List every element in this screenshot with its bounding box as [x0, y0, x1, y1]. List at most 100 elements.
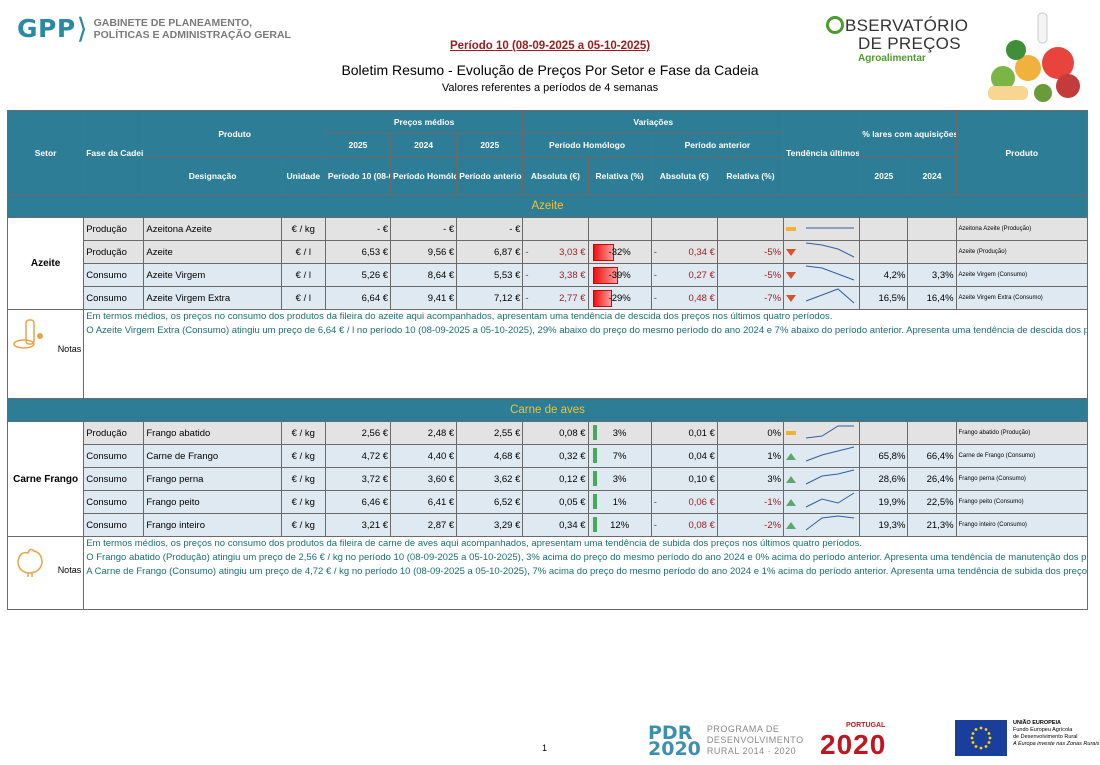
- lares-2025-cell: [859, 421, 909, 445]
- pdr2020-logo: PDR 2020 PROGRAMA DE DESENVOLVIMENTO RUR…: [648, 723, 804, 758]
- trend-up-icon: [786, 475, 797, 483]
- fase-cell: Produção: [83, 240, 145, 264]
- note-paragraph: O Azeite Virgem Extra (Consumo) atingiu …: [86, 325, 1086, 336]
- produto-right-cell: Frango inteiro (Consumo): [955, 513, 1089, 537]
- preco-anterior-cell: 7,12 €: [456, 286, 524, 310]
- page-title: Boletim Resumo - Evolução de Preços Por …: [341, 62, 759, 78]
- var-rel-homologo-cell: -29%: [587, 286, 652, 310]
- preco-2024-cell-value: 9,41 €: [427, 292, 455, 304]
- designacao-cell-value: Azeite: [146, 246, 173, 258]
- notes-icon-cell: Notas: [6, 309, 85, 399]
- var-rel-homologo-cell: 12%: [587, 513, 652, 537]
- col-2025b: 2025: [456, 133, 524, 157]
- preco-anterior-cell-value: 4,68 €: [493, 450, 521, 462]
- preco-2025-cell-value: 6,46 €: [361, 496, 389, 508]
- unidade-cell: € / kg: [280, 421, 326, 445]
- var-rel-anterior-cell: -7%: [716, 286, 785, 310]
- eu-flag-icon: [955, 720, 1007, 756]
- produto-right-cell: Azeite Virgem (Consumo): [955, 263, 1089, 287]
- lares-2024-cell: 66,4%: [907, 444, 957, 468]
- preco-anterior-cell-value: 6,87 €: [493, 246, 521, 258]
- fase-cell-value: Consumo: [86, 292, 127, 304]
- table-row: Consumo Azeite Virgem Extra € / l 6,64 € 9,4…: [8, 286, 1089, 310]
- preco-anterior-cell: 5,53 €: [456, 263, 524, 287]
- col-lares-2025: 2025: [859, 156, 909, 195]
- table-row: Consumo Frango perna € / kg 3,72 € 3,60 € 3,6…: [8, 467, 1089, 491]
- var-abs-homologo-cell: 0,12 €: [522, 467, 589, 491]
- col-setor: Setor: [6, 110, 85, 195]
- var-rel-homologo-cell: -32%: [587, 240, 652, 264]
- preco-anterior-cell-value: 3,29 €: [493, 519, 521, 531]
- col-produto: Produto: [143, 110, 326, 157]
- variation-bar: [592, 471, 597, 486]
- sparkline-path: [806, 242, 855, 258]
- minus-sign: -: [525, 269, 529, 281]
- designacao-cell-value: Azeite Virgem Extra: [146, 292, 231, 304]
- var-abs-anterior-cell-value: 0,08 €: [688, 519, 715, 531]
- unidade-cell-value: € / kg: [291, 519, 315, 531]
- designacao-cell: Frango peito: [143, 490, 282, 514]
- produto-right-cell: Azeite Virgem Extra (Consumo): [955, 286, 1089, 310]
- note-paragraph: O Frango abatido (Produção) atingiu um p…: [86, 552, 1087, 563]
- fase-cell-value: Consumo: [86, 496, 127, 508]
- fase-cell: Consumo: [83, 490, 145, 514]
- obs-line3: Agroalimentar: [858, 53, 926, 64]
- designacao-cell-value: Azeite Virgem: [146, 269, 206, 281]
- preco-anterior-cell-value: 5,53 €: [493, 269, 521, 281]
- preco-anterior-cell: - €: [456, 217, 524, 241]
- lares-2025-cell: 65,8%: [859, 444, 909, 468]
- var-rel-homologo-cell: 7%: [587, 444, 652, 468]
- preco-2025-cell: - €: [324, 217, 392, 241]
- table-row: Consumo Carne de Frango € / kg 4,72 € 4,40 €…: [8, 444, 1089, 468]
- col-rel1: Relativa (%): [587, 156, 652, 195]
- unidade-cell-value: € / kg: [291, 450, 315, 462]
- gpp-logo: GPP ⟩ GABINETE DE PLANEAMENTO, POLÍTICAS…: [17, 14, 291, 43]
- section-header-row: Azeite: [7, 194, 1088, 218]
- trend-cell: [783, 240, 861, 264]
- sparkline-path: [805, 288, 855, 304]
- trend-down-icon: [786, 248, 797, 256]
- variation-bar: [592, 517, 597, 532]
- col-rel2: Relativa (%): [716, 156, 785, 195]
- col-anterior: Período anterior: [456, 156, 524, 195]
- observatorio-logo: BSERVATÓRIO DE PREÇOS Agroalimentar: [826, 16, 1026, 64]
- ue-text: UNIÃO EUROPEIA Fundo Europeu Agrícola de…: [1013, 720, 1099, 756]
- lares-2025-cell-value: 19,9%: [878, 496, 906, 508]
- var-rel-anterior-cell: -5%: [716, 240, 785, 264]
- preco-2025-cell-value: 4,72 €: [361, 450, 389, 462]
- sparkline: [806, 242, 855, 258]
- price-table-body: Azeite Azeite Produção Azeitona Azeite € / k…: [6, 194, 1089, 610]
- lares-2024-cell: 22,5%: [907, 490, 957, 514]
- preco-anterior-cell: 6,87 €: [456, 240, 524, 264]
- designacao-cell-value: Frango inteiro: [146, 519, 205, 531]
- var-rel-anterior-cell: -5%: [716, 263, 785, 287]
- designacao-cell: Carne de Frango: [143, 444, 282, 468]
- var-abs-homologo-cell-value: 0,05 €: [559, 496, 586, 508]
- unidade-cell-value: € / kg: [291, 427, 315, 439]
- unidade-cell-value: € / kg: [291, 473, 315, 485]
- unidade-cell: € / kg: [280, 513, 326, 537]
- var-rel-anterior-cell: 1%: [716, 444, 785, 468]
- ue-text-3: de Desenvolvimento Rural: [1013, 734, 1078, 740]
- produto-right-cell-value: Frango peito (Consumo): [958, 499, 1024, 505]
- var-rel-anterior-cell: 0%: [716, 421, 785, 445]
- preco-anterior-cell-value: 2,55 €: [493, 427, 521, 439]
- pdr-text-2: DESENVOLVIMENTO: [706, 735, 804, 745]
- var-abs-anterior-cell-value: 0,10 €: [688, 473, 715, 485]
- pt-small: PORTUGAL: [846, 722, 886, 729]
- trend-up-icon: [786, 452, 797, 460]
- produto-right-cell-value: Frango inteiro (Consumo): [958, 522, 1027, 528]
- col-p10: Período 10 (08-09-2025 a 05-10-2025): [324, 156, 392, 195]
- preco-2025-cell-value: 5,26 €: [361, 269, 389, 281]
- var-abs-anterior-cell: [650, 217, 718, 241]
- designacao-cell: Azeitona Azeite: [143, 217, 282, 241]
- table-row: Azeite Produção Azeitona Azeite € / kg - € - …: [6, 217, 1089, 310]
- notes-label: Notas: [57, 565, 82, 575]
- unidade-cell-value: € / kg: [291, 496, 315, 508]
- gpp-name-line1: GABINETE DE PLANEAMENTO,: [93, 16, 253, 29]
- oil-bottle-icon: [13, 319, 43, 349]
- minus-sign: -: [653, 292, 657, 304]
- note-paragraph: Em termos médios, os preços no consumo d…: [86, 311, 833, 322]
- preco-2025-cell: 4,72 €: [324, 444, 392, 468]
- table-row: Consumo Frango peito € / kg 6,46 € 6,41 € 6,5…: [8, 490, 1089, 514]
